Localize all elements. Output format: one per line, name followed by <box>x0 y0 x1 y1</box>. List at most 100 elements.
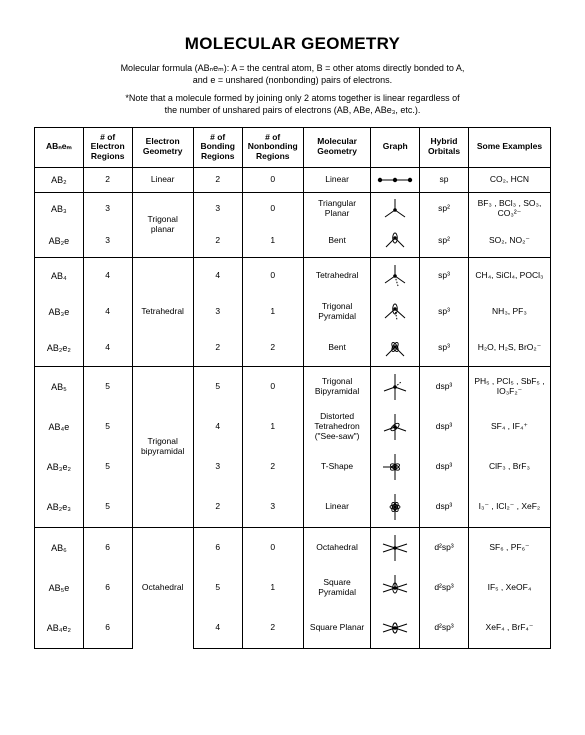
cell-mgeom: Square Planar <box>303 608 370 649</box>
cell-graph <box>371 608 420 649</box>
table-row: AB₃e431Trigonal Pyramidalsp³NH₃, PF₃ <box>35 294 551 330</box>
cell-graph <box>371 568 420 608</box>
cell-n: 6 <box>83 608 132 649</box>
cell-hybrid: dsp³ <box>420 447 469 487</box>
cell-n: 4 <box>83 257 132 294</box>
cell-graph <box>371 294 420 330</box>
col-graph: Graph <box>371 127 420 167</box>
cell-hybrid: sp² <box>420 225 469 258</box>
intro-text: Molecular formula (ABₙeₘ): A = the centr… <box>40 62 545 86</box>
cell-nbond: 2 <box>242 447 303 487</box>
col-examples: Some Examples <box>468 127 550 167</box>
cell-bond: 6 <box>193 527 242 568</box>
table-row: AB₄4Tetrahedral40Tetrahedralsp³CH₄, SiCl… <box>35 257 551 294</box>
cell-n: 4 <box>83 294 132 330</box>
cell-nbond: 0 <box>242 257 303 294</box>
cell-formula: AB₃ <box>35 192 84 225</box>
cell-hybrid: d²sp³ <box>420 527 469 568</box>
cell-graph <box>371 330 420 367</box>
cell-formula: AB₄ <box>35 257 84 294</box>
cell-egeom: Trigonal planar <box>132 192 193 257</box>
cell-hybrid: dsp³ <box>420 366 469 407</box>
cell-n: 5 <box>83 366 132 407</box>
cell-mgeom: Linear <box>303 167 370 192</box>
cell-mgeom: Distorted Tetrahedron ("See-saw") <box>303 407 370 447</box>
cell-nbond: 0 <box>242 192 303 225</box>
note-text: *Note that a molecule formed by joining … <box>40 92 545 116</box>
cell-bond: 2 <box>193 225 242 258</box>
cell-examples: XeF₄ , BrF₄⁻ <box>468 608 550 649</box>
cell-egeom: Octahedral <box>132 527 193 648</box>
cell-nbond: 0 <box>242 527 303 568</box>
cell-mgeom: T-Shape <box>303 447 370 487</box>
col-electron-geometry: Electron Geometry <box>132 127 193 167</box>
table-row: AB₄e₂642Square Planard²sp³XeF₄ , BrF₄⁻ <box>35 608 551 649</box>
table-row: AB₂e₃523Lineardsp³I₃⁻ , ICl₂⁻ , XeF₂ <box>35 487 551 528</box>
cell-bond: 2 <box>193 330 242 367</box>
cell-examples: NH₃, PF₃ <box>468 294 550 330</box>
cell-egeom: Tetrahedral <box>132 257 193 366</box>
table-header-row: ABₙeₘ # of Electron Regions Electron Geo… <box>35 127 551 167</box>
cell-graph <box>371 225 420 258</box>
cell-nbond: 2 <box>242 330 303 367</box>
cell-n: 4 <box>83 330 132 367</box>
cell-mgeom: Octahedral <box>303 527 370 568</box>
cell-bond: 4 <box>193 608 242 649</box>
cell-mgeom: Triangular Planar <box>303 192 370 225</box>
cell-mgeom: Trigonal Bipyramidal <box>303 366 370 407</box>
cell-nbond: 1 <box>242 407 303 447</box>
cell-n: 5 <box>83 407 132 447</box>
cell-formula: AB₃e₂ <box>35 447 84 487</box>
cell-mgeom: Bent <box>303 330 370 367</box>
cell-nbond: 2 <box>242 608 303 649</box>
cell-graph <box>371 167 420 192</box>
cell-mgeom: Bent <box>303 225 370 258</box>
cell-formula: AB₂e₂ <box>35 330 84 367</box>
cell-hybrid: sp² <box>420 192 469 225</box>
col-bonding-regions: # of Bonding Regions <box>193 127 242 167</box>
cell-formula: AB₅ <box>35 366 84 407</box>
cell-graph <box>371 192 420 225</box>
geometry-table: ABₙeₘ # of Electron Regions Electron Geo… <box>34 127 551 649</box>
cell-nbond: 1 <box>242 225 303 258</box>
cell-graph <box>371 366 420 407</box>
cell-examples: H₂O, H₂S, BrO₂⁻ <box>468 330 550 367</box>
cell-examples: IF₅ , XeOF₄ <box>468 568 550 608</box>
cell-examples: ClF₃ , BrF₃ <box>468 447 550 487</box>
cell-mgeom: Square Pyramidal <box>303 568 370 608</box>
cell-formula: AB₆ <box>35 527 84 568</box>
cell-formula: AB₂e₃ <box>35 487 84 528</box>
cell-graph <box>371 407 420 447</box>
cell-graph <box>371 257 420 294</box>
table-row: AB₂e321Bentsp²SO₂, NO₂⁻ <box>35 225 551 258</box>
cell-hybrid: sp³ <box>420 330 469 367</box>
cell-hybrid: d²sp³ <box>420 608 469 649</box>
page-title: MOLECULAR GEOMETRY <box>34 34 551 54</box>
cell-hybrid: dsp³ <box>420 487 469 528</box>
col-electron-regions: # of Electron Regions <box>83 127 132 167</box>
cell-nbond: 0 <box>242 366 303 407</box>
table-row: AB₃3Trigonal planar30Triangular Planarsp… <box>35 192 551 225</box>
cell-n: 6 <box>83 568 132 608</box>
col-molecular-geometry: Molecular Geometry <box>303 127 370 167</box>
cell-nbond: 0 <box>242 167 303 192</box>
cell-bond: 4 <box>193 257 242 294</box>
cell-mgeom: Tetrahedral <box>303 257 370 294</box>
cell-n: 5 <box>83 487 132 528</box>
cell-n: 3 <box>83 225 132 258</box>
cell-bond: 5 <box>193 366 242 407</box>
cell-formula: AB₂e <box>35 225 84 258</box>
cell-egeom: Trigonal bipyramidal <box>132 366 193 527</box>
cell-examples: SF₆ , PF₆⁻ <box>468 527 550 568</box>
cell-hybrid: sp³ <box>420 294 469 330</box>
cell-formula: AB₂ <box>35 167 84 192</box>
cell-bond: 3 <box>193 294 242 330</box>
cell-bond: 5 <box>193 568 242 608</box>
cell-n: 3 <box>83 192 132 225</box>
cell-formula: AB₄e <box>35 407 84 447</box>
table-row: AB₂e₂422Bentsp³H₂O, H₂S, BrO₂⁻ <box>35 330 551 367</box>
cell-hybrid: dsp³ <box>420 407 469 447</box>
cell-nbond: 1 <box>242 568 303 608</box>
cell-bond: 2 <box>193 167 242 192</box>
cell-examples: SF₄ , IF₄⁺ <box>468 407 550 447</box>
